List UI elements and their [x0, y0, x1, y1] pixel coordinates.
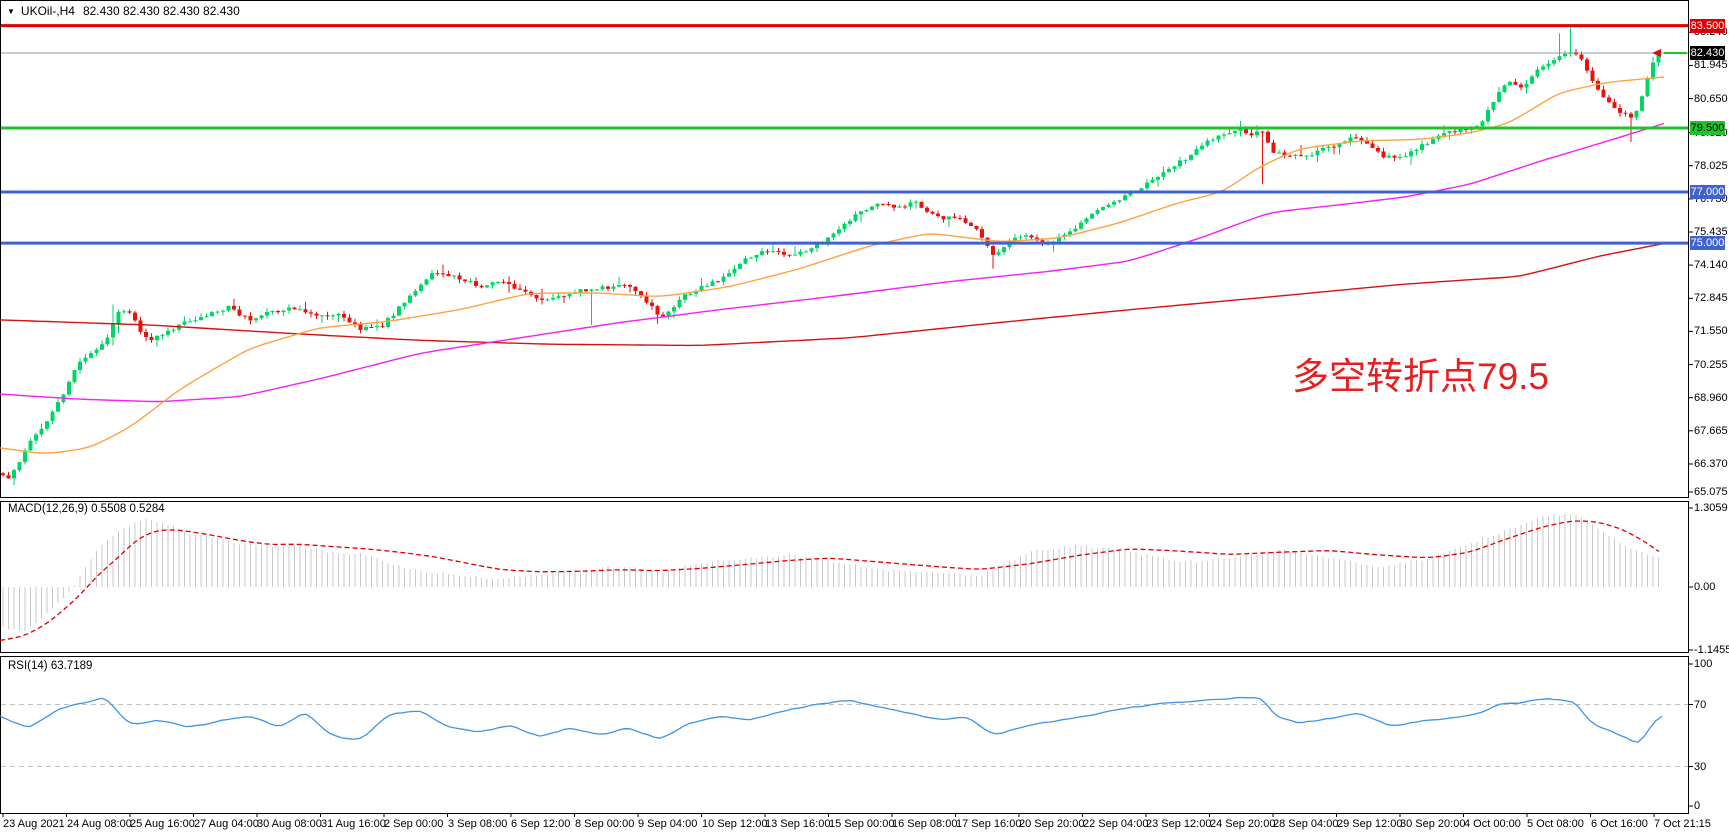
rsi-tick: 70	[1694, 699, 1707, 711]
price-tick: 78.025	[1694, 160, 1728, 172]
time-label: 10 Sep 12:00	[702, 818, 768, 830]
time-label: 29 Sep 12:00	[1337, 818, 1403, 830]
time-label: 30 Sep 20:00	[1400, 818, 1466, 830]
time-label: 9 Sep 04:00	[638, 818, 698, 830]
chart-title-bar: ▼ UKOil-,H4 82.430 82.430 82.430 82.430	[7, 4, 240, 18]
macd-pane[interactable]	[0, 501, 1688, 653]
time-label: 7 Oct 21:15	[1654, 818, 1711, 830]
symbol-timeframe-label: UKOil-,H4	[20, 4, 75, 18]
time-label: 6 Oct 16:00	[1591, 818, 1648, 830]
time-label: 25 Aug 16:00	[130, 818, 195, 830]
time-label: 27 Aug 04:00	[194, 818, 259, 830]
rsi-indicator-label: RSI(14) 63.7189	[8, 660, 93, 672]
price-tick: 70.255	[1694, 359, 1728, 371]
price-line-badge: 79.500	[1690, 121, 1725, 135]
macd-indicator-label: MACD(12,26,9) 0.5508 0.5284	[8, 503, 165, 515]
time-label: 15 Sep 00:00	[829, 818, 895, 830]
time-label: 28 Sep 04:00	[1273, 818, 1339, 830]
time-label: 31 Aug 16:00	[321, 818, 386, 830]
price-tick: 65.075	[1694, 486, 1728, 498]
time-label: 16 Sep 08:00	[892, 818, 958, 830]
rsi-tick: 100	[1694, 658, 1713, 670]
time-label: 24 Aug 08:00	[67, 818, 132, 830]
rsi-tick: 30	[1694, 761, 1707, 773]
price-tick: 80.650	[1694, 93, 1728, 105]
price-line-badge: 82.430	[1690, 46, 1725, 60]
rsi-pane[interactable]	[0, 656, 1688, 814]
time-label: 17 Sep 16:00	[956, 818, 1022, 830]
price-tick: 66.370	[1694, 458, 1728, 470]
time-label: 24 Sep 20:00	[1210, 818, 1276, 830]
price-tick: 75.435	[1694, 226, 1728, 238]
time-label: 30 Aug 08:00	[257, 818, 322, 830]
price-tick: 71.550	[1694, 325, 1728, 337]
price-tick: 68.960	[1694, 392, 1728, 404]
time-label: 2 Sep 00:00	[384, 818, 444, 830]
time-label: 6 Sep 12:00	[511, 818, 571, 830]
ohlc-values: 82.430 82.430 82.430 82.430	[82, 4, 240, 18]
time-label: 8 Sep 00:00	[575, 818, 635, 830]
price-tick: 74.140	[1694, 259, 1728, 271]
rsi-tick: 0	[1694, 800, 1701, 812]
price-tick: 72.845	[1694, 292, 1728, 304]
time-label: 4 Oct 00:00	[1464, 818, 1521, 830]
trend-annotation-text[interactable]: 多空转折点79.5	[1292, 356, 1550, 397]
time-label: 23 Sep 12:00	[1146, 818, 1212, 830]
price-line-badge: 77.000	[1690, 185, 1725, 199]
price-tick: 67.665	[1694, 425, 1728, 437]
time-label: 20 Sep 20:00	[1019, 818, 1085, 830]
price-line-badge: 75.000	[1690, 236, 1725, 250]
main-chart-pane[interactable]	[0, 0, 1688, 498]
macd-tick: 1.3059	[1694, 502, 1728, 514]
time-label: 13 Sep 16:00	[765, 818, 831, 830]
collapse-ohlc-icon[interactable]: ▼	[7, 6, 15, 16]
price-line-badge: 83.500	[1690, 19, 1725, 33]
time-label: 22 Sep 04:00	[1083, 818, 1149, 830]
macd-tick: 0.00	[1694, 581, 1716, 593]
macd-tick: -1.1455	[1694, 644, 1729, 656]
time-label: 3 Sep 08:00	[448, 818, 508, 830]
time-label: 5 Oct 08:00	[1527, 818, 1584, 830]
price-tick: 81.945	[1694, 59, 1728, 71]
time-label: 23 Aug 2021	[3, 818, 65, 830]
